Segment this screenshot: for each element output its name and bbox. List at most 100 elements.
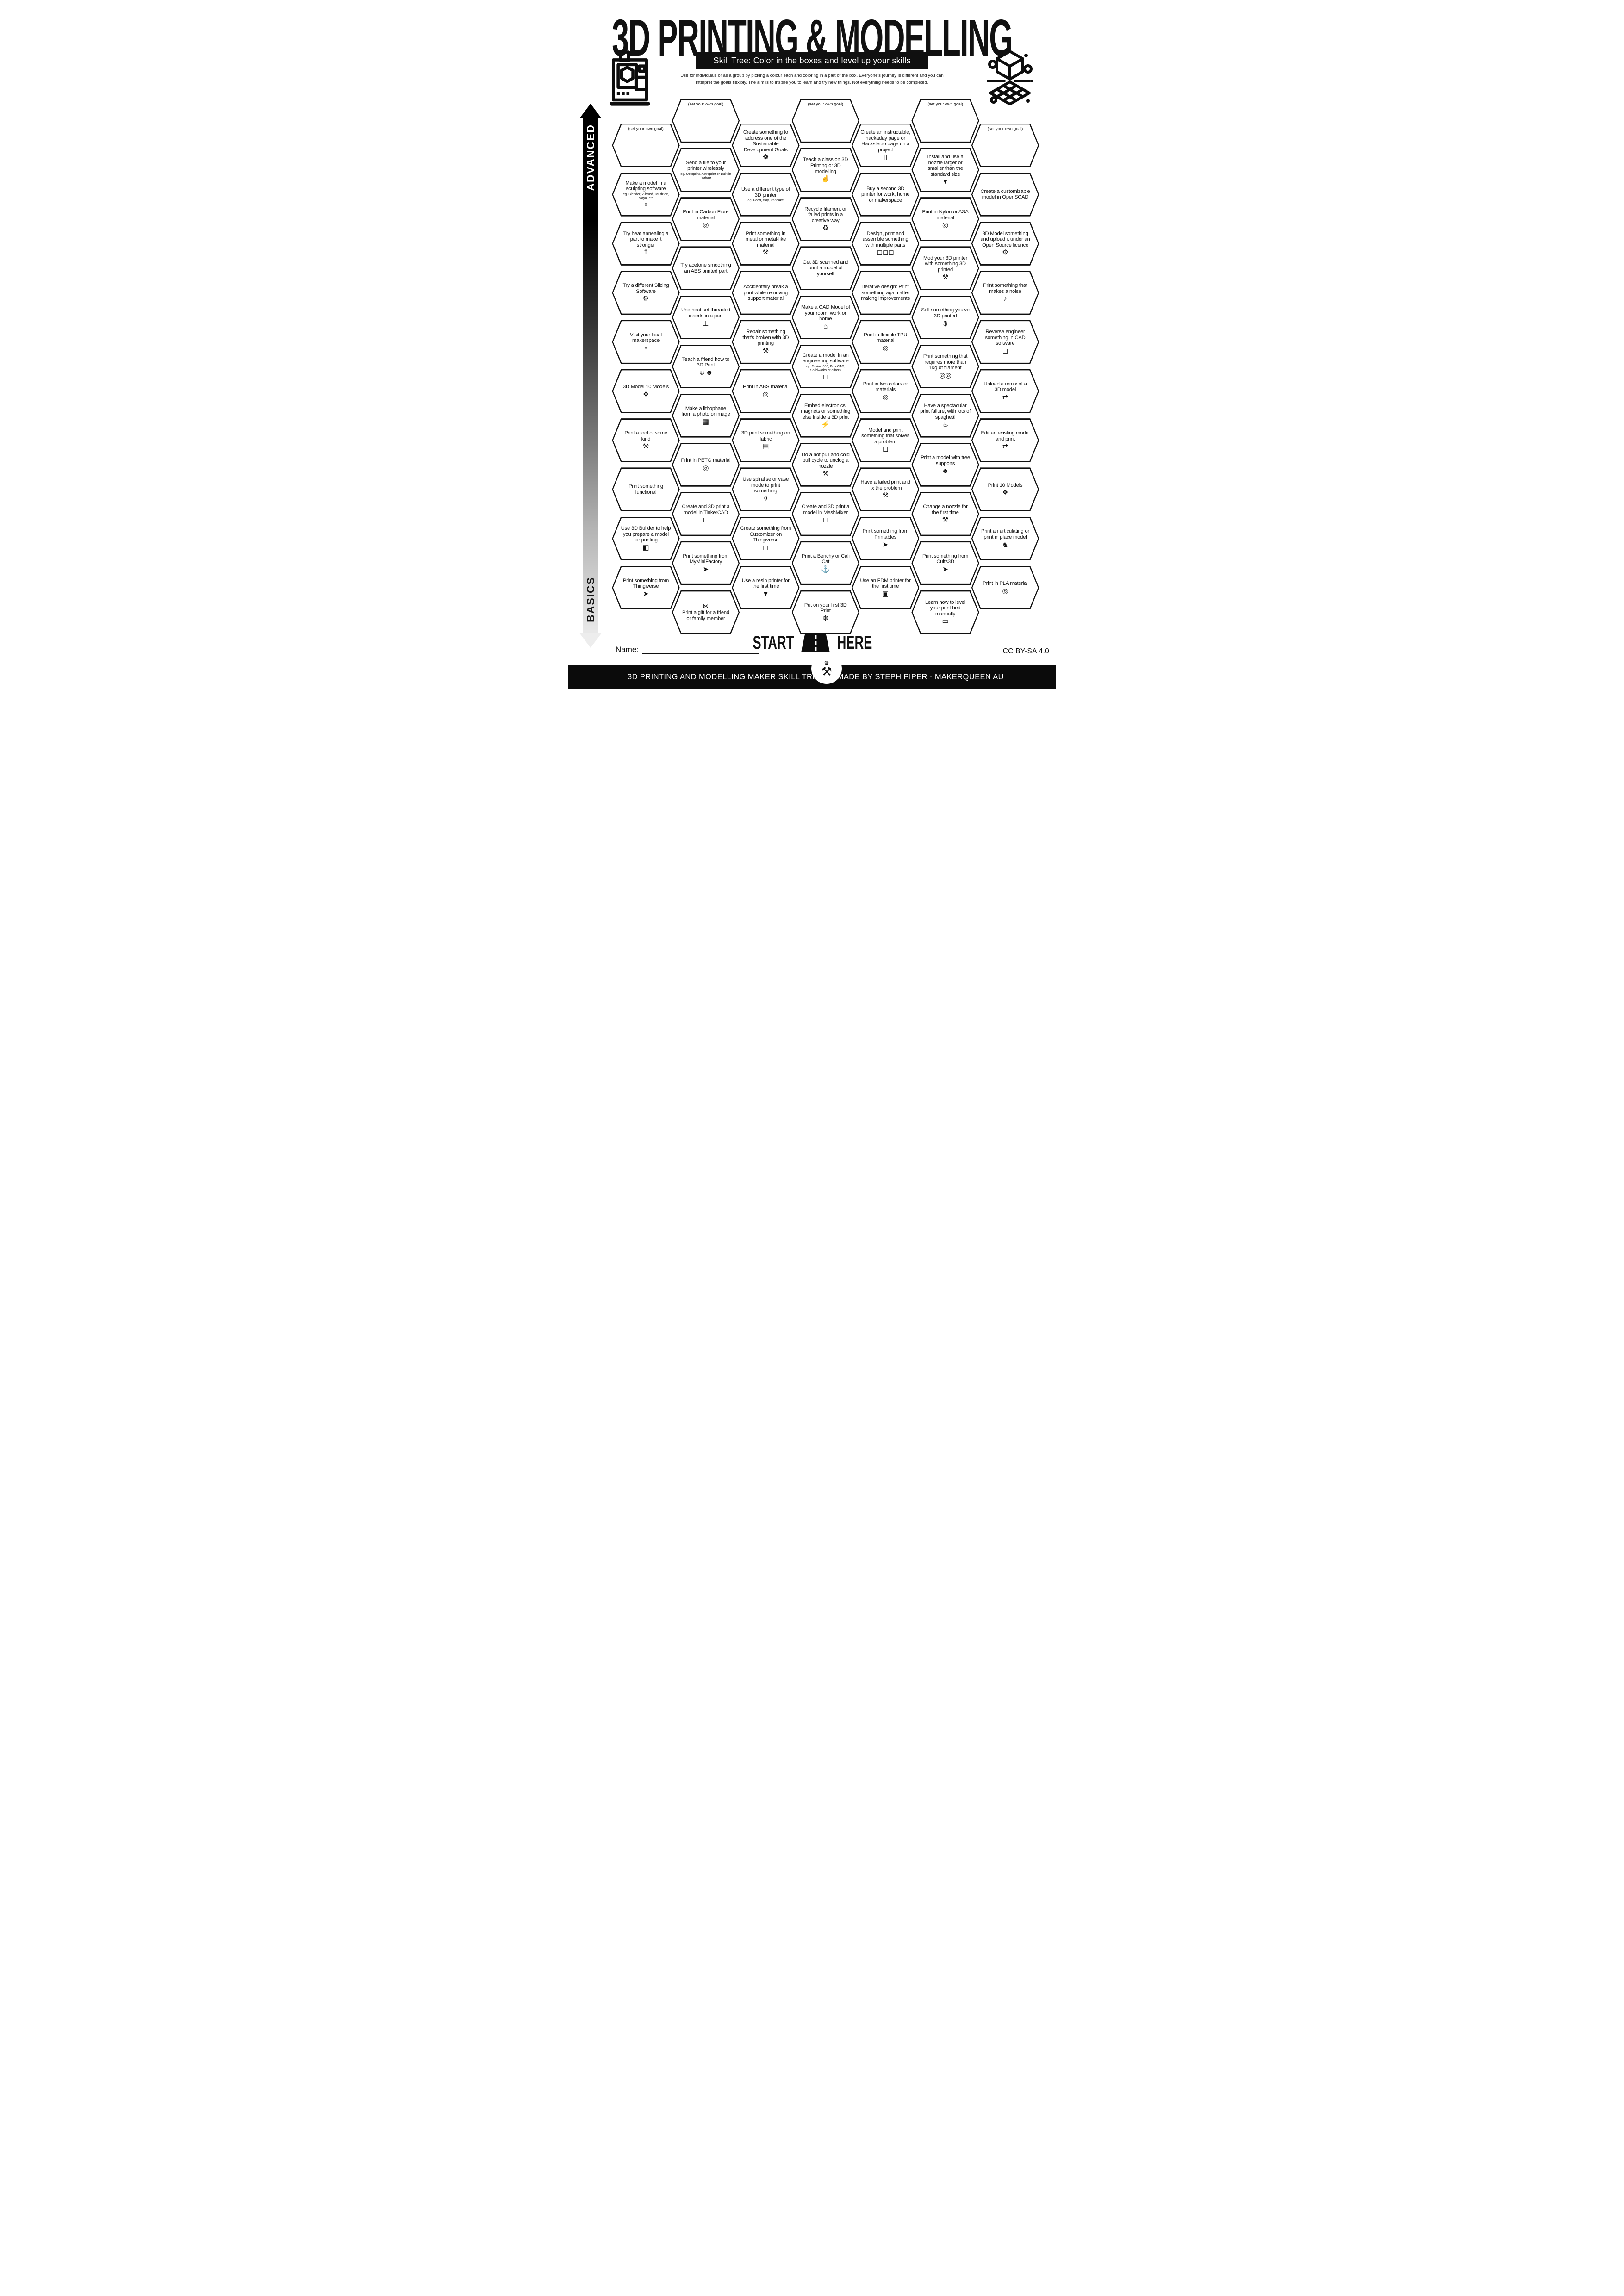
hexagon-face: (set your own goal) (613, 124, 679, 166)
hexagon-border: (set your own goal) (612, 123, 680, 168)
maker-badge-logo: ♛ ⚒ (811, 653, 842, 684)
description-line-1: Use for individuals or as a group by pic… (680, 73, 944, 78)
fabric-icon: ▤ (762, 442, 769, 451)
skill-hexagon: Teach a friend how to 3D Print ☺☻ (672, 344, 740, 389)
hexagon-border: Create something from Customizer on Thin… (732, 516, 800, 561)
led-icon: ⚡ (821, 421, 830, 429)
hexagon-border: Create and 3D print a model in MeshMixer… (791, 492, 859, 536)
hexagon-face: Get 3D scanned and print a model of your… (792, 247, 859, 289)
hexagon-border: Print something from Thingiverse ➤ (612, 565, 680, 610)
subtitle-text: Skill Tree: Color in the boxes and level… (713, 56, 911, 65)
hexagon-border: Print an articulating or print in place … (971, 516, 1039, 561)
skill-hexagon: Create something from Customizer on Thin… (732, 516, 800, 561)
skill-label: Print a gift for a friend or family memb… (682, 609, 729, 621)
skill-label: Print a model with tree supports (921, 455, 970, 466)
filament-spool-icon: ◎ (703, 464, 709, 472)
skill-sublabel: eg. Octoprint, Astroprint or Built-in fe… (680, 171, 731, 180)
hexagon-border: Print something from Printables ➤ (852, 516, 920, 561)
tools-icon: ⚒ (882, 491, 889, 500)
skill-label: Print in Carbon Fibre material (683, 209, 729, 221)
document-icon: ▯ (884, 153, 888, 161)
skill-label: (set your own goal) (987, 126, 1023, 131)
skill-label: Reverse engineer something in CAD softwa… (985, 329, 1026, 347)
crossed-tools-icon: ⚒ (821, 664, 832, 678)
skill-hexagon: Design, print and assemble something wit… (852, 222, 920, 266)
skill-sublabel: eg. Blender, Z-brush, MudBox, Maya, etc (623, 192, 669, 200)
whistle-icon: ♪ (1003, 295, 1007, 303)
skill-hexagon: 3D Model something and upload it under a… (971, 222, 1039, 266)
hexagon-border: Install and use a nozzle larger or small… (911, 148, 979, 192)
skill-label: Print something in metal or metal-like m… (745, 230, 786, 248)
hexagon-border: Recycle filament or failed prints in a c… (791, 197, 859, 241)
goal-hexagon: (set your own goal) (971, 123, 1039, 168)
skill-hexagon: Upload a remix of a 3D model ⇄ (971, 369, 1039, 413)
road-icon (801, 633, 830, 652)
filament-spool-icon: ◎ (762, 390, 769, 398)
skill-hexagon: Use heat set threaded inserts in a part … (672, 295, 740, 340)
hexagon-border: Have a failed print and fix the problem … (852, 467, 920, 511)
sdg-wheel-icon: ☸ (762, 153, 769, 161)
cake-icon: ❖ (1002, 489, 1008, 497)
ruler-icon: ▭ (942, 617, 949, 626)
tree-icon: ♣ (943, 467, 948, 475)
skill-label: Create something from Customizer on Thin… (740, 526, 791, 543)
cube-outline-icon: ◻ (882, 445, 889, 453)
cube-outline-icon: ◻ (1002, 347, 1008, 355)
skill-hexagon: Print in PLA material ◎ (971, 565, 1039, 610)
skill-hexagon: Print a Benchy or Cali Cat ⚓ (791, 541, 859, 585)
hexagon-border: 3D print something on fabric ▤ (732, 418, 800, 462)
skill-hexagon: Print something that makes a noise ♪ (971, 271, 1039, 315)
cursor-click-icon: ➤ (942, 565, 948, 573)
skill-hexagon: Create and 3D print a model in MeshMixer… (791, 492, 859, 536)
cube-outline-icon: ◻ (822, 516, 828, 524)
skill-hexagon: Print in PETG material ◎ (672, 443, 740, 487)
hexagon-face: Print something from Thingiverse ➤ (613, 567, 679, 608)
hexagon-face: Upload a remix of a 3D model ⇄ (972, 370, 1038, 412)
statue-icon: ♀ (643, 201, 649, 209)
photo-icon: ▦ (702, 417, 709, 426)
hexagon-face: Model and print something that solves a … (852, 419, 918, 461)
skill-hexagon: Get 3D scanned and print a model of your… (791, 246, 859, 290)
skill-label: Create an instructable, hackaday page or… (860, 130, 911, 153)
skill-label: Print in two colors or materials (863, 381, 908, 393)
skill-hexagon: Print in flexible TPU material ◎ (852, 320, 920, 364)
hexagon-face: Print something from Cults3D ➤ (912, 542, 978, 584)
filament-spool-icon: ◎ (882, 393, 889, 401)
hexagon-face: Do a hot pull and cold pull cycle to unc… (792, 444, 859, 486)
footer-credit-text: MADE BY STEPH PIPER - MAKERQUEEN AU (837, 673, 1004, 681)
skill-hexagon: Send a file to your printer wirelessly e… (672, 148, 740, 192)
skill-hexagon: Reverse engineer something in CAD softwa… (971, 320, 1039, 364)
skill-hexagon: Put on your first 3D Print ❋ (791, 590, 859, 634)
skill-hexagon: Print something in metal or metal-like m… (732, 222, 800, 266)
skill-label: Recycle filament or failed prints in a c… (804, 206, 847, 223)
hexagon-border: Edit an existing model and print ⇄ (971, 418, 1039, 462)
hexagon-border: Print in PLA material ◎ (971, 565, 1039, 610)
skill-label: Use a different type of 3D printer (741, 186, 790, 198)
hexagon-border: (set your own goal) (911, 99, 979, 143)
hexagon-face: Create and 3D print a model in TinkerCAD… (673, 493, 739, 535)
cube-outline-icon: ◻ (763, 543, 769, 552)
hexagon-face: Edit an existing model and print ⇄ (972, 419, 1038, 461)
hexagon-face: Create and 3D print a model in MeshMixer… (792, 493, 859, 535)
cube-outline-icon: ◻ (822, 372, 828, 381)
hexagon-border: Create an instructable, hackaday page or… (852, 123, 920, 168)
hexagon-border: Get 3D scanned and print a model of your… (791, 246, 859, 290)
skill-sublabel: eg. Food, clay, Pancake (747, 198, 784, 203)
filament-spool-icon: ◎ (703, 221, 709, 230)
nozzle-icon: ▼ (942, 178, 949, 186)
skill-label: (set your own goal) (688, 102, 724, 107)
tools-icon: ⚒ (822, 470, 829, 478)
skill-label: Create a customizable model in OpenSCAD (980, 188, 1030, 200)
hexagon-face: 3D Model something and upload it under a… (972, 223, 1038, 265)
skill-label: Buy a second 3D printer for work, home o… (861, 186, 910, 203)
filament-spool-icon: ◎ (882, 344, 889, 352)
skill-hexagon: Recycle filament or failed prints in a c… (791, 197, 859, 241)
cubes-icon: ◻◻◻ (877, 248, 894, 257)
skill-hexagon: Have a spectacular print failure, with l… (911, 394, 979, 438)
hexagon-border: Create and 3D print a model in TinkerCAD… (672, 492, 740, 536)
recycle-icon: ♻ (822, 224, 829, 232)
hexagon-face: Print an articulating or print in place … (972, 518, 1038, 559)
skill-label: Print something from Thingiverse (622, 577, 669, 590)
skill-hexagon: Use spiralise or vase mode to print some… (732, 467, 800, 511)
hexagon-border: Upload a remix of a 3D model ⇄ (971, 369, 1039, 413)
